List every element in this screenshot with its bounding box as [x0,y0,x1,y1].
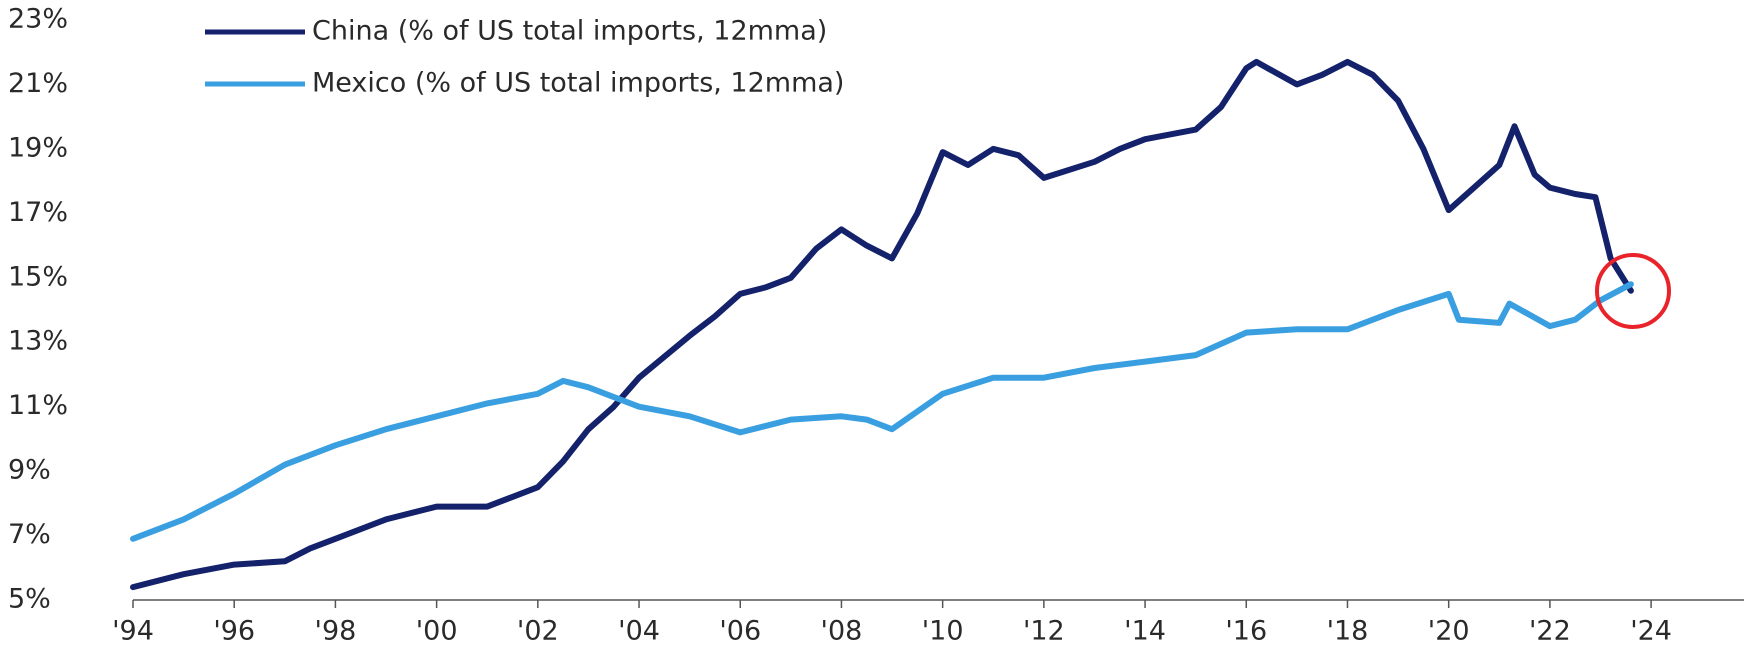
x-tick-label: '02 [517,616,559,647]
y-tick-label: 9% [8,455,51,486]
series-line [130,58,1634,591]
y-tick-label: 15% [8,261,68,292]
x-tick-label: '04 [618,616,660,647]
series-line [130,281,1634,542]
x-tick-label: '94 [112,616,154,647]
x-tick-label: '12 [1023,616,1065,647]
x-tick-label: '16 [1225,616,1267,647]
y-tick-label: 17% [8,197,68,228]
x-tick-label: '24 [1630,616,1672,647]
y-tick-label: 21% [8,68,68,99]
x-tick-label: '20 [1428,616,1470,647]
y-tick-label: 23% [8,4,68,35]
legend-label: China (% of US total imports, 12mma) [312,16,827,47]
x-tick-label: '08 [821,616,863,647]
y-tick-label: 7% [8,519,51,550]
y-tick-label: 11% [8,390,68,421]
x-tick-label: '98 [315,616,357,647]
x-tick-label: '18 [1327,616,1369,647]
legend-label: Mexico (% of US total imports, 12mma) [312,68,844,99]
x-tick-label: '10 [922,616,964,647]
x-tick-label: '22 [1529,616,1571,647]
highlight-circle [1595,253,1671,329]
x-tick-label: '06 [719,616,761,647]
y-tick-label: 13% [8,326,68,357]
y-tick-label: 5% [8,584,51,615]
y-tick-label: 19% [8,132,68,163]
x-tick-label: '14 [1124,616,1166,647]
x-tick-label: '96 [213,616,255,647]
x-tick-label: '00 [416,616,458,647]
